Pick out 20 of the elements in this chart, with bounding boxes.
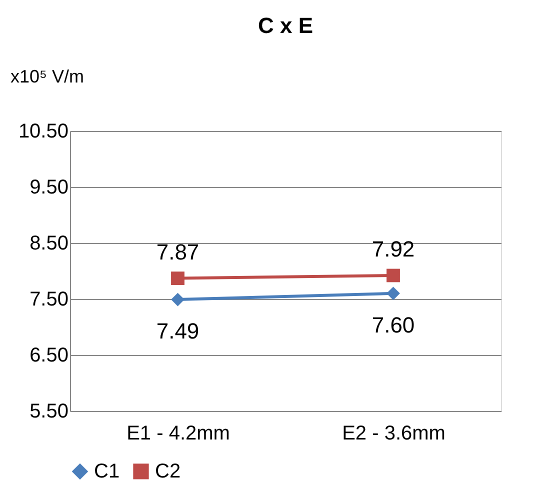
y-tick-label: 8.50 [30,232,68,254]
data-label: 7.49 [156,318,200,344]
point [386,268,400,282]
point [386,286,400,300]
y-tick-label: 6.50 [30,344,68,366]
chart-title: C x E [258,13,314,38]
point [171,272,184,285]
legend-label: C1 [94,460,120,482]
y-tick-label: 5.50 [30,400,68,422]
point [171,292,184,306]
y-tick-label: 7.50 [30,288,68,310]
y-axis-title: x10⁵ V/m [10,66,84,86]
x-tick-label: E1 - 4.2mm [126,422,230,444]
data-label: 7.87 [156,239,200,264]
y-tick-label: 9.50 [30,176,68,198]
legend-label: C2 [155,460,181,482]
data-label: 7.92 [372,236,415,262]
data-label: 7.60 [372,312,415,338]
y-tick-label: 10.50 [18,120,68,142]
x-tick-label: E2 - 3.6mm [342,422,446,444]
